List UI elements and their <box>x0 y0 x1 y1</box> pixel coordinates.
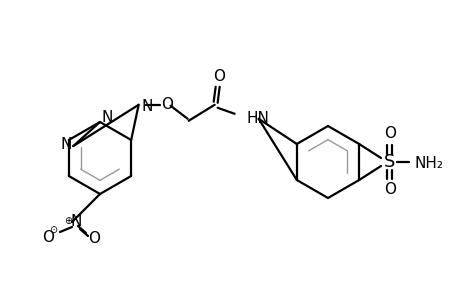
Text: S: S <box>383 153 395 171</box>
Text: O: O <box>88 232 100 247</box>
Text: O: O <box>383 182 395 197</box>
Text: N: N <box>142 99 153 114</box>
Text: N: N <box>61 136 72 152</box>
Text: HN: HN <box>246 111 269 126</box>
Text: O: O <box>42 230 54 245</box>
Text: N: N <box>101 110 112 125</box>
Text: O: O <box>160 97 172 112</box>
Text: O: O <box>383 127 395 142</box>
Text: O: O <box>212 69 224 84</box>
Text: N: N <box>70 214 82 230</box>
Text: NH₂: NH₂ <box>414 155 443 170</box>
Text: ⊙: ⊙ <box>49 225 57 235</box>
Text: ⊕: ⊕ <box>64 216 72 226</box>
